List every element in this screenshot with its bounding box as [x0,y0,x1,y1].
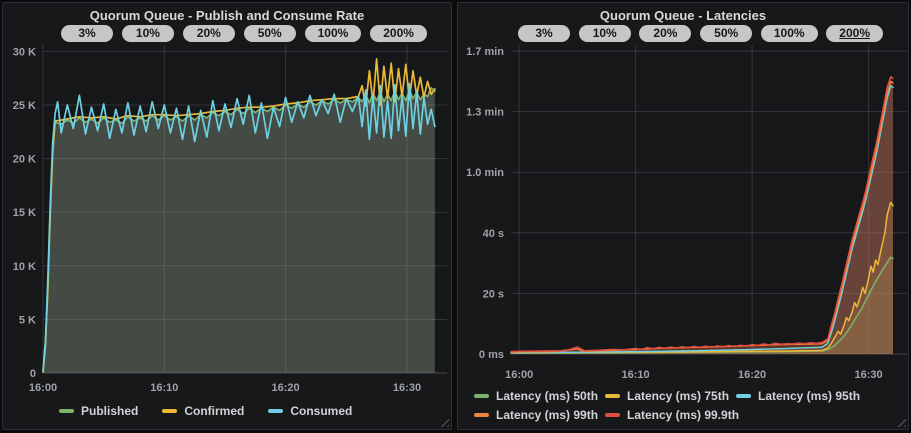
annotation-pill-3pct[interactable]: 3% [61,25,113,42]
legend-item-latency-ms-75th[interactable]: Latency (ms) 75th [605,389,736,403]
plot-area[interactable] [511,45,907,354]
annotation-pill-20pct[interactable]: 20% [182,25,235,42]
legend-label: Latency (ms) 95th [758,389,861,403]
panel-publish-consume-rate: Quorum Queue - Publish and Consume Rate … [2,2,452,430]
svg-text:30 K: 30 K [13,46,36,58]
panel-resize-handle[interactable] [440,418,449,427]
legend-swatch [59,409,74,413]
legend-swatch [605,394,620,398]
legend-item-consumed[interactable]: Consumed [268,404,352,418]
legend-swatch [474,413,489,417]
annotation-pill-20pct[interactable]: 20% [639,25,692,42]
svg-text:16:30: 16:30 [393,382,421,394]
legend-label: Latency (ms) 75th [627,389,730,403]
grid [511,45,907,355]
annotation-pills-row: 3% 10% 20% 50% 100% 200% [61,25,427,42]
legend-item-confirmed[interactable]: Confirmed [162,404,244,418]
annotation-pills-row: 3% 10% 20% 50% 100% 200% [518,25,883,42]
annotation-pill-10pct[interactable]: 10% [121,25,174,42]
x-axis: 16:00 16:10 16:20 16:30 [29,382,421,394]
svg-text:16:30: 16:30 [855,369,883,381]
legend-item-latency-ms-50th[interactable]: Latency (ms) 50th [474,389,605,403]
panel-latencies: Quorum Queue - Latencies 3% 10% 20% 50% 100%… [457,2,909,430]
svg-text:10 K: 10 K [13,261,36,273]
panel-resize-handle[interactable] [897,418,906,427]
svg-text:20 s: 20 s [483,288,504,300]
legend-item-latency-ms-99-9th[interactable]: Latency (ms) 99.9th [605,408,740,422]
legend-swatch [162,409,178,413]
series-areas [43,87,435,374]
legend-swatch [268,409,284,413]
series-areas [511,76,893,355]
svg-text:5 K: 5 K [19,314,36,326]
svg-text:20 K: 20 K [13,154,36,166]
panel-title[interactable]: Quorum Queue - Latencies [599,8,767,23]
svg-text:16:10: 16:10 [622,369,650,381]
legend: Latency (ms) 50th Latency (ms) 75th Latenc… [474,389,886,422]
x-axis: 16:00 16:10 16:20 16:30 [505,369,883,381]
grid [42,45,447,374]
annotation-pill-100pct[interactable]: 100% [760,25,818,42]
svg-text:16:00: 16:00 [505,369,533,381]
svg-text:16:20: 16:20 [272,382,300,394]
annotation-pill-10pct[interactable]: 10% [578,25,631,42]
y-axis: 0 ms 20 s 40 s 1.0 min 1.3 min 1.7 min [466,46,504,361]
panel-title[interactable]: Quorum Queue - Publish and Consume Rate [89,8,365,23]
legend-label: Confirmed [184,404,245,418]
series-lines [42,58,436,373]
y-axis: 0 5 K 10 K 15 K 20 K 25 K 30 K [13,46,36,380]
svg-text:0 ms: 0 ms [479,349,504,361]
legend-label: Latency (ms) 50th [496,389,599,403]
svg-text:0: 0 [30,368,36,380]
svg-text:16:10: 16:10 [150,382,178,394]
svg-text:25 K: 25 K [13,100,36,112]
legend-label: Latency (ms) 99.9th [627,408,740,422]
legend-item-published[interactable]: Published [59,404,138,418]
svg-text:15 K: 15 K [13,207,36,219]
svg-text:1.7 min: 1.7 min [466,46,504,58]
legend-label: Consumed [290,404,353,418]
series-lines [510,76,894,354]
svg-text:1.0 min: 1.0 min [466,167,504,179]
annotation-pill-100pct[interactable]: 100% [304,25,362,42]
annotation-pill-50pct[interactable]: 50% [243,25,296,42]
annotation-pill-3pct[interactable]: 3% [518,25,570,42]
legend-swatch [605,413,620,417]
publish-consume-rate-chart[interactable]: 05 K10 K15 K20 K25 K30 K16:00 16:10 16:20 1… [3,3,451,429]
annotation-pill-200pct[interactable]: 200% [370,25,427,42]
legend-swatch [474,394,489,398]
annotation-pill-50pct[interactable]: 50% [700,25,753,42]
annotation-pill-200pct[interactable]: 200% [826,25,883,42]
legend: Published Confirmed Consumed [59,404,352,418]
svg-text:40 s: 40 s [483,228,504,240]
svg-text:16:00: 16:00 [29,382,57,394]
legend-label: Latency (ms) 99th [496,408,599,422]
legend-label: Published [81,404,139,418]
legend-swatch [736,394,751,398]
legend-item-latency-ms-95th[interactable]: Latency (ms) 95th [736,389,867,403]
svg-text:1.3 min: 1.3 min [466,107,504,119]
legend-item-latency-ms-99th[interactable]: Latency (ms) 99th [474,408,605,422]
svg-text:16:20: 16:20 [738,369,766,381]
